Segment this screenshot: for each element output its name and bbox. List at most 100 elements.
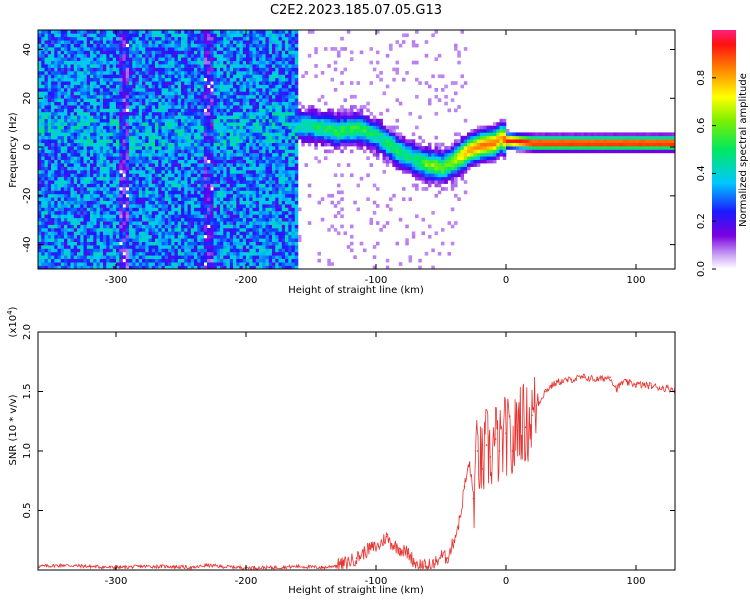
spectrogram-cell (213, 166, 218, 171)
spectrogram-cell (112, 170, 117, 174)
spectrogram-cell (259, 163, 263, 167)
spectrogram-cell (181, 234, 185, 239)
spectrogram-cell (96, 241, 100, 246)
spectrogram-cell (47, 156, 52, 160)
spectrogram-cell (73, 108, 78, 113)
spectrogram-cell (236, 142, 240, 147)
spectrogram-cell (262, 221, 266, 225)
spectrogram-cell (223, 200, 227, 205)
spectrogram-cell (207, 50, 211, 55)
spectrogram-cell (213, 183, 218, 188)
spectrogram-cell (168, 122, 172, 126)
spectrogram-cell (203, 33, 208, 38)
spectrogram-cell (112, 77, 117, 82)
spectrogram-cell (174, 170, 178, 174)
spectrogram-cell (210, 36, 214, 41)
spectrogram-cell (161, 142, 165, 147)
spectrogram-cell (135, 251, 139, 256)
spectrogram-cell (168, 142, 172, 147)
spectrogram-cell (161, 149, 165, 154)
spectrogram-cell (190, 262, 195, 266)
spectrogram-cell (116, 245, 120, 249)
spectrogram-cell (220, 234, 224, 239)
spectrogram-cell (148, 30, 152, 34)
spectrogram-cell (197, 221, 201, 225)
spectrogram-cell (67, 231, 71, 236)
spectrogram-cell (164, 71, 169, 75)
spectrogram-cell (262, 228, 266, 232)
spectrogram-cell (181, 258, 185, 263)
spectrogram-cell (132, 57, 136, 61)
spectrogram-cell (38, 159, 42, 164)
spectrogram-cell (249, 132, 253, 137)
spectrogram-cell (138, 105, 143, 109)
spectrogram-cell (119, 50, 123, 55)
spectrogram-cell (51, 33, 55, 38)
spectrogram-cell (54, 234, 58, 239)
spectrogram-cell (223, 135, 227, 140)
spectrogram-cell (129, 135, 133, 140)
spectrogram-cell (145, 111, 149, 116)
spectrogram-cell (135, 30, 139, 34)
spectrogram-cell (226, 50, 230, 55)
spectrogram-cell (129, 115, 133, 120)
spectrogram-cell (90, 132, 94, 137)
spectrogram-cell (60, 135, 65, 140)
spectrogram-cell (44, 53, 48, 58)
spectrogram-cell (233, 251, 237, 256)
spectrogram-cell (80, 190, 84, 195)
spectrogram-cell (135, 231, 139, 236)
spectrogram-cell (80, 125, 84, 130)
spectrogram-cell (93, 166, 97, 171)
spectrogram-cell (116, 159, 120, 164)
spectrogram-cell (203, 159, 208, 164)
spectrogram-cell (99, 173, 104, 178)
spectrogram-cell (83, 74, 87, 79)
spectrogram-cell (90, 125, 94, 130)
spectrogram-cell (249, 187, 253, 191)
spectrogram-cell (239, 67, 244, 72)
spectrogram-cell (233, 217, 237, 222)
spectrogram-cell (262, 146, 266, 150)
spectrogram-cell (249, 94, 253, 99)
spectrogram-cell (77, 234, 81, 239)
spectrogram-cell (106, 176, 110, 181)
spectrogram-cell (265, 221, 269, 225)
spectrogram-cell (67, 187, 71, 191)
spectrogram-cell (86, 111, 91, 116)
spectrogram-cell (187, 74, 191, 79)
spectrogram-cell (70, 132, 74, 137)
spectrogram-cell (190, 245, 195, 249)
spectrogram-cell (138, 183, 143, 188)
spectrogram-cell (213, 204, 218, 208)
spectrogram-cell (47, 57, 52, 61)
spectrogram-cell (210, 101, 214, 106)
spectrogram-cell (125, 84, 130, 89)
spectrogram-cell (64, 193, 68, 198)
spectrogram-cell (122, 77, 126, 82)
spectrogram-cell (64, 197, 68, 201)
spectrogram-cell (259, 217, 263, 222)
spectrogram-cell (44, 170, 48, 174)
spectrogram-cell (125, 214, 130, 219)
spectrogram-cell (194, 53, 198, 58)
spectrogram-cell (119, 207, 123, 212)
spectrogram-cell (80, 224, 84, 229)
spectrogram-cell (90, 91, 94, 96)
spectrogram-cell (142, 125, 146, 130)
spectrogram-cell (210, 255, 214, 259)
spectrogram-cell (210, 30, 214, 34)
spectrogram-cell (252, 170, 256, 174)
spectrogram-cell (54, 129, 58, 133)
spectrogram-cell (233, 115, 237, 120)
spectrogram-cell (142, 248, 146, 253)
spectrogram-cell (190, 129, 195, 133)
spectrogram-cell (239, 60, 244, 65)
spectrogram-cell (174, 74, 178, 79)
spectrogram-cell (213, 251, 218, 256)
spectrogram-cell (132, 53, 136, 58)
spectrogram-cell (151, 200, 156, 205)
spectrogram-cell (190, 146, 195, 150)
spectrogram-cell (129, 43, 133, 48)
spectrogram-cell (229, 251, 234, 256)
